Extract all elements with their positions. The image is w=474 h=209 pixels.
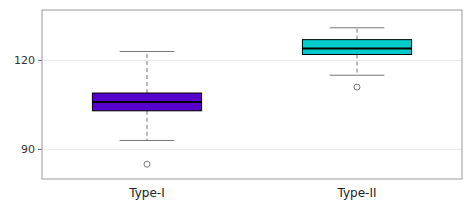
- tick-label: 90: [21, 143, 35, 156]
- category-label: Type-I: [128, 186, 164, 200]
- whisker-cap: [330, 27, 385, 28]
- chart-container: 90 120 Type-I Type-II: [0, 0, 474, 209]
- tick-mark: [38, 60, 42, 61]
- whisker: [357, 28, 358, 40]
- grid-line: [42, 60, 462, 61]
- outlier: [144, 161, 150, 167]
- grid-line: [42, 149, 462, 150]
- whisker: [147, 111, 148, 141]
- category-label: Type-II: [337, 186, 377, 200]
- whisker-cap: [330, 75, 385, 76]
- median-line: [302, 48, 411, 50]
- tick-label: 120: [14, 54, 35, 67]
- plot-area: [92, 28, 411, 167]
- tick-mark: [38, 149, 42, 150]
- chart: 90 120 Type-I Type-II: [0, 0, 474, 209]
- box: [302, 40, 411, 55]
- whisker-cap: [120, 51, 175, 52]
- whisker: [147, 52, 148, 94]
- whisker-cap: [120, 140, 175, 141]
- whisker: [357, 54, 358, 75]
- box: [92, 93, 201, 111]
- plot-frame: [42, 10, 462, 179]
- outlier: [354, 84, 360, 90]
- median-line: [92, 101, 201, 103]
